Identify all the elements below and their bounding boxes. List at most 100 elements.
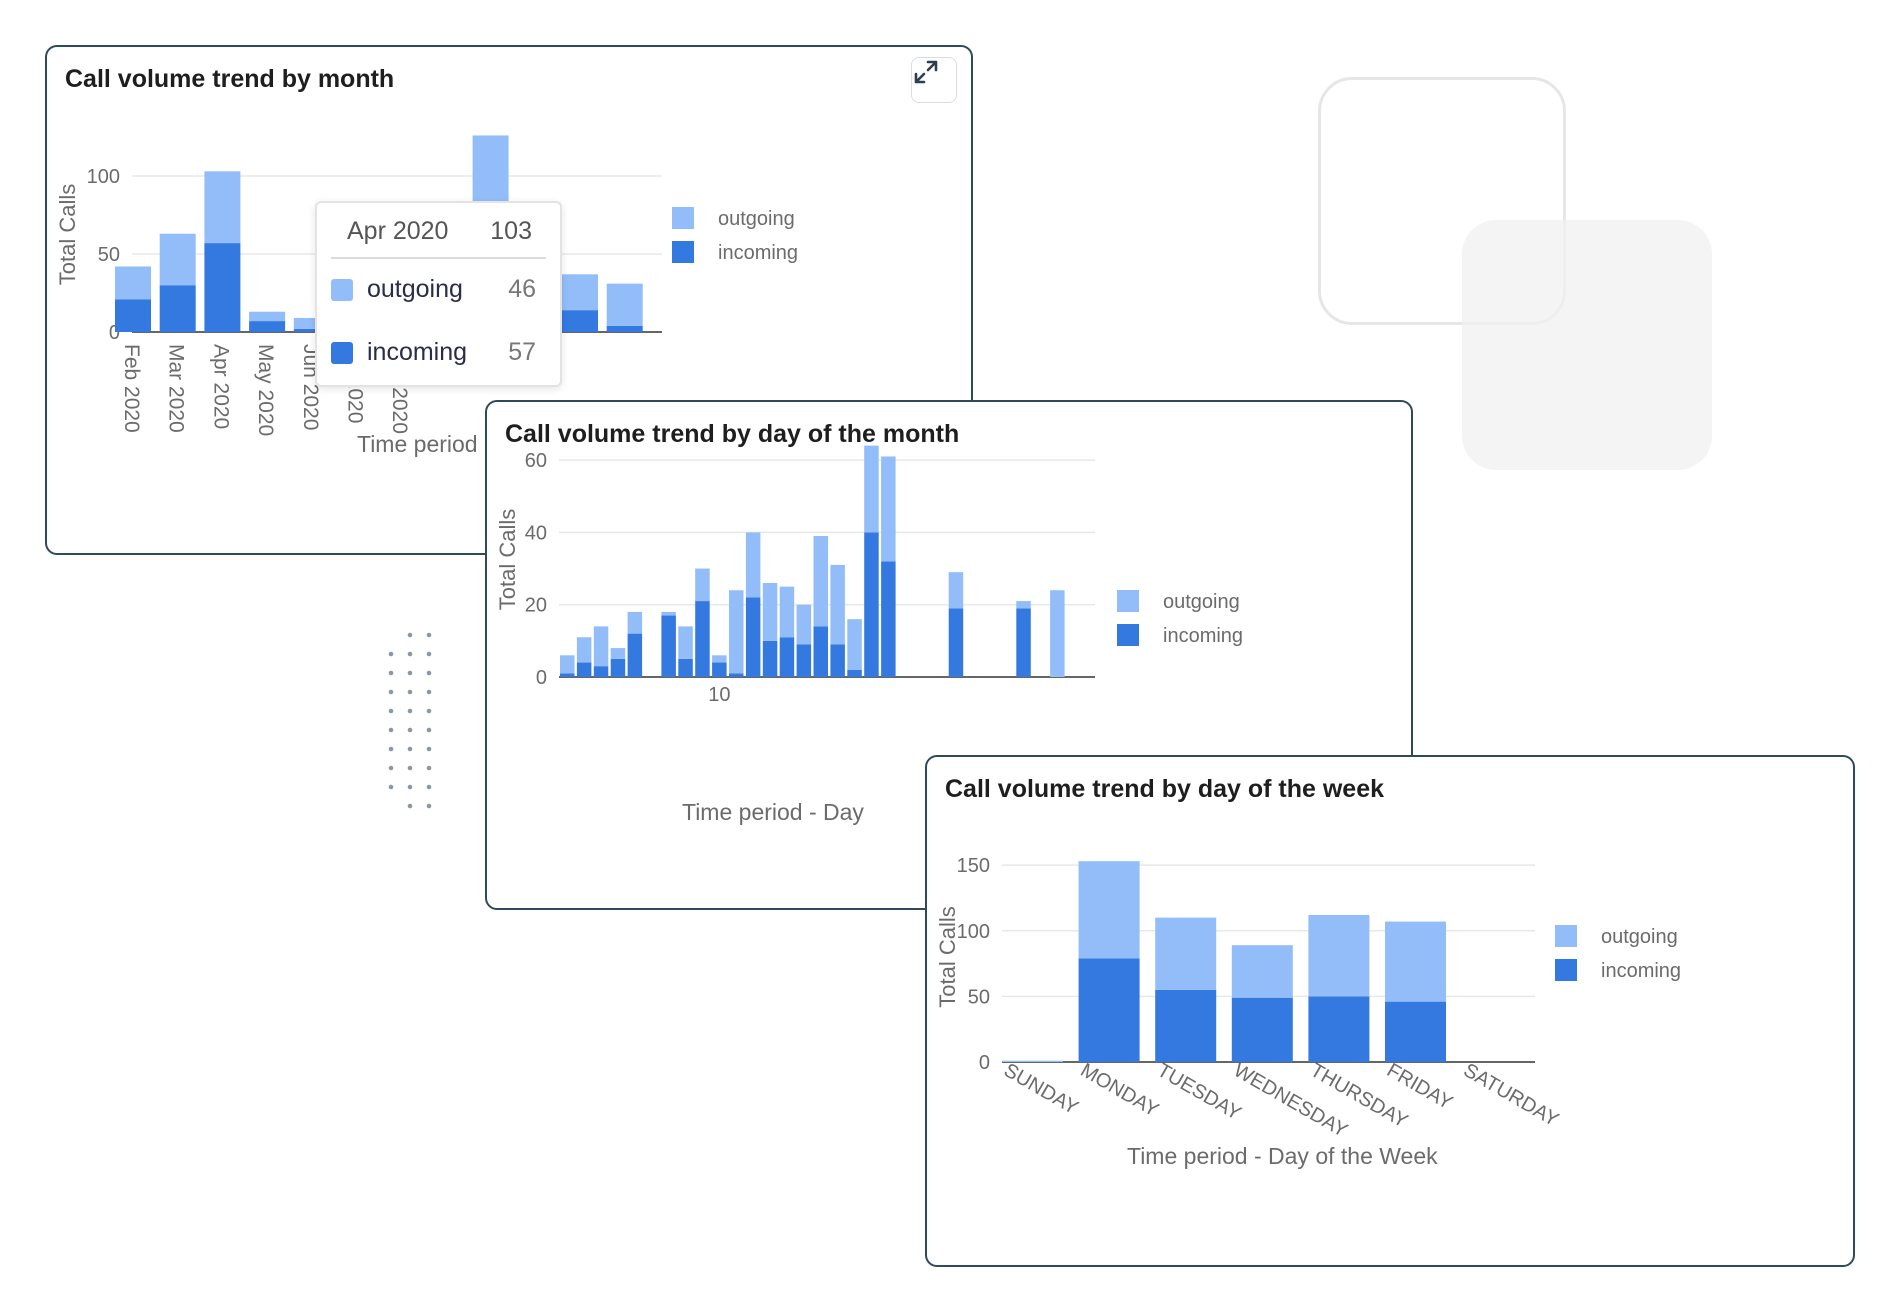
bar-outgoing: [293, 317, 330, 329]
tooltip-swatch-outgoing: [331, 279, 353, 301]
decorative-dot: [388, 670, 394, 676]
tooltip-label: incoming: [367, 338, 468, 366]
bar-outgoing: [695, 568, 710, 602]
bar-outgoing: [762, 583, 778, 641]
tooltip-divider: [331, 257, 546, 259]
legend-label-outgoing: outgoing: [1163, 591, 1240, 613]
decorative-dot: [426, 689, 432, 695]
bar-outgoing: [1078, 861, 1140, 959]
bar-incoming: [712, 662, 727, 677]
decorative-dot: [388, 651, 394, 657]
x-tick-label: May 2020: [254, 344, 277, 436]
bar-incoming: [593, 666, 609, 677]
decorative-dot: [426, 803, 432, 809]
bar-outgoing: [1155, 917, 1217, 990]
bar-outgoing: [729, 590, 744, 674]
x-tick-label: SUNDAY: [1000, 1059, 1082, 1119]
bar-incoming: [661, 615, 676, 677]
bar-outgoing: [562, 274, 598, 311]
bar-outgoing: [627, 611, 643, 634]
y-tick-label: 40: [525, 522, 547, 544]
bar-outgoing: [1385, 921, 1446, 1002]
expand-button[interactable]: [911, 57, 957, 103]
decorative-outline-square: [1318, 77, 1566, 325]
y-tick-label: 60: [525, 450, 547, 472]
y-tick-label: 20: [525, 595, 547, 617]
bar-outgoing: [610, 648, 626, 659]
decorative-dot: [407, 670, 413, 676]
x-axis-title: Time period - Day of the Week: [1127, 1143, 1438, 1169]
tooltip-value: 46: [508, 275, 536, 303]
chart-tooltip: Apr 2020 103 outgoing 46 incoming 57: [315, 201, 562, 387]
bar-outgoing: [606, 283, 643, 326]
x-tick-label: TUESDAY: [1153, 1059, 1245, 1125]
decorative-dot: [407, 632, 413, 638]
decorative-dot: [426, 765, 432, 771]
legend-swatch-incoming: [672, 241, 694, 263]
decorative-dot: [426, 651, 432, 657]
legend-label-outgoing: outgoing: [718, 208, 795, 230]
bar-incoming: [293, 328, 330, 332]
x-tick-label: SATURDAY: [1460, 1059, 1563, 1131]
bar-outgoing: [1002, 1060, 1063, 1062]
chart-plot: 0 20 40 60 Total Calls 10 Time period - Day out…: [495, 445, 1243, 825]
decorative-dot: [407, 746, 413, 752]
legend-label-incoming: incoming: [718, 242, 798, 264]
bar-incoming: [881, 561, 896, 677]
chart-title: Call volume trend by day of the week: [945, 775, 1385, 803]
y-tick-label: 100: [957, 921, 990, 943]
x-tick-label: MONDAY: [1077, 1059, 1163, 1121]
bar-outgoing: [881, 456, 896, 562]
bar-outgoing: [779, 586, 795, 638]
legend-label-incoming: incoming: [1163, 625, 1243, 647]
decorative-dot: [388, 689, 394, 695]
decorative-dot: [426, 670, 432, 676]
decorative-dot-grid: [388, 632, 432, 809]
decorative-dot: [388, 784, 394, 790]
bar-incoming: [1231, 997, 1293, 1062]
bar-outgoing: [830, 564, 845, 645]
decorative-dot: [407, 784, 413, 790]
decorative-dot: [426, 746, 432, 752]
bar-incoming: [560, 673, 575, 677]
bar-incoming: [606, 325, 643, 332]
bar-incoming: [830, 644, 845, 677]
bar-outgoing: [948, 572, 964, 609]
bar-incoming: [1016, 608, 1031, 677]
y-tick-label: 50: [968, 986, 990, 1008]
bar-outgoing: [813, 536, 828, 627]
bar-outgoing: [796, 604, 812, 645]
y-tick-label: 150: [957, 855, 990, 877]
chart-title: Call volume trend by day of the month: [505, 420, 960, 448]
bar-outgoing: [864, 445, 879, 533]
x-tick-label: Feb 2020: [120, 344, 143, 433]
bar-incoming: [762, 640, 778, 677]
y-tick-label: 100: [87, 166, 120, 188]
bar-incoming: [576, 662, 592, 677]
tooltip-row-outgoing: outgoing 46: [331, 275, 536, 305]
legend-swatch-incoming: [1555, 959, 1577, 981]
decorative-dot: [426, 632, 432, 638]
y-tick-label: 0: [979, 1052, 990, 1074]
tooltip-value: 57: [508, 338, 536, 366]
tooltip-header-value: 103: [490, 217, 532, 245]
bar-incoming: [678, 658, 693, 677]
bar-outgoing: [1016, 601, 1031, 609]
bar-outgoing: [1308, 915, 1370, 997]
x-axis-title: Time period - Day: [682, 799, 864, 825]
bar-incoming: [864, 532, 879, 677]
bar-outgoing: [712, 655, 727, 663]
x-tick-label: 10: [708, 684, 730, 706]
bar-outgoing: [678, 626, 693, 659]
y-tick-label: 0: [109, 322, 120, 344]
bar-incoming: [813, 626, 828, 677]
bar-incoming: [562, 310, 598, 332]
expand-arrows-icon: [914, 60, 938, 84]
bar-incoming: [745, 597, 761, 677]
x-tick-label: Mar 2020: [165, 344, 188, 433]
y-tick-label: 0: [536, 667, 547, 689]
decorative-dot: [388, 765, 394, 771]
legend-swatch-outgoing: [1555, 925, 1577, 947]
y-axis-title: Total Calls: [55, 184, 80, 285]
